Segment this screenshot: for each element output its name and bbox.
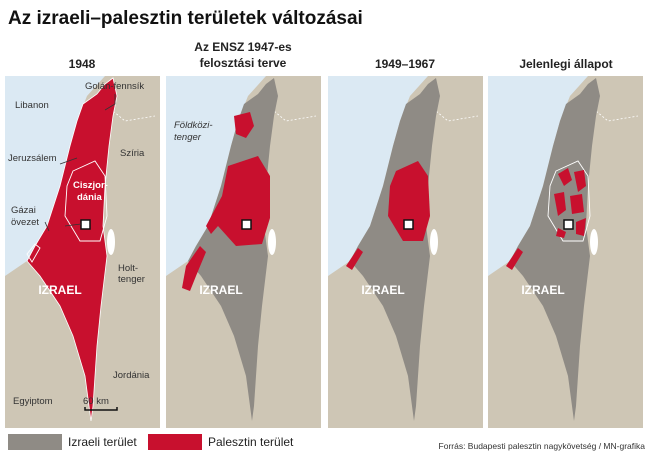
map-label: Szíria — [120, 148, 145, 159]
map-label: Ciszjor-dánia — [73, 180, 108, 203]
map-un-plan: Földközi-tenger IZRAEL — [166, 76, 321, 428]
map-label: Egyiptom — [13, 396, 53, 407]
map-label: IZRAEL — [199, 283, 242, 297]
legend-label: Izraeli terület — [68, 435, 137, 449]
panel-title: Jelenlegi állapot — [519, 57, 612, 71]
map-current: IZRAEL — [488, 76, 643, 428]
legend-swatch — [8, 434, 62, 450]
panel-title: 1949–1967 — [375, 57, 435, 71]
map-label: Libanon — [15, 100, 49, 111]
panel-title: 1948 — [69, 57, 96, 71]
legend-label: Palesztin terület — [208, 435, 294, 449]
map-label: Jeruzsálem — [8, 153, 57, 164]
map-label: IZRAEL — [521, 283, 564, 297]
map-1949-1967: IZRAEL — [328, 76, 483, 428]
map-label: Gázai övezet — [11, 205, 39, 228]
legend-swatch — [148, 434, 202, 450]
title: Az izraeli–palesztin területek változása… — [8, 8, 363, 29]
map-label: Holt-tenger — [118, 263, 145, 285]
map-label: IZRAEL — [361, 283, 404, 297]
map-label: IZRAEL — [38, 283, 81, 297]
panel-title: Az ENSZ 1947-es felosztási terve — [194, 40, 292, 70]
map-label: Jordánia — [113, 370, 150, 381]
map-label: Földközi-tenger — [174, 120, 213, 143]
map-1948: Golán-fennsík Libanon Szíria Jeruzsálem … — [5, 76, 160, 428]
map-label: Golán-fennsík — [85, 81, 144, 92]
scale-label: 60 km — [83, 396, 109, 407]
source: Forrás: Budapesti palesztin nagykövetség… — [439, 441, 646, 451]
